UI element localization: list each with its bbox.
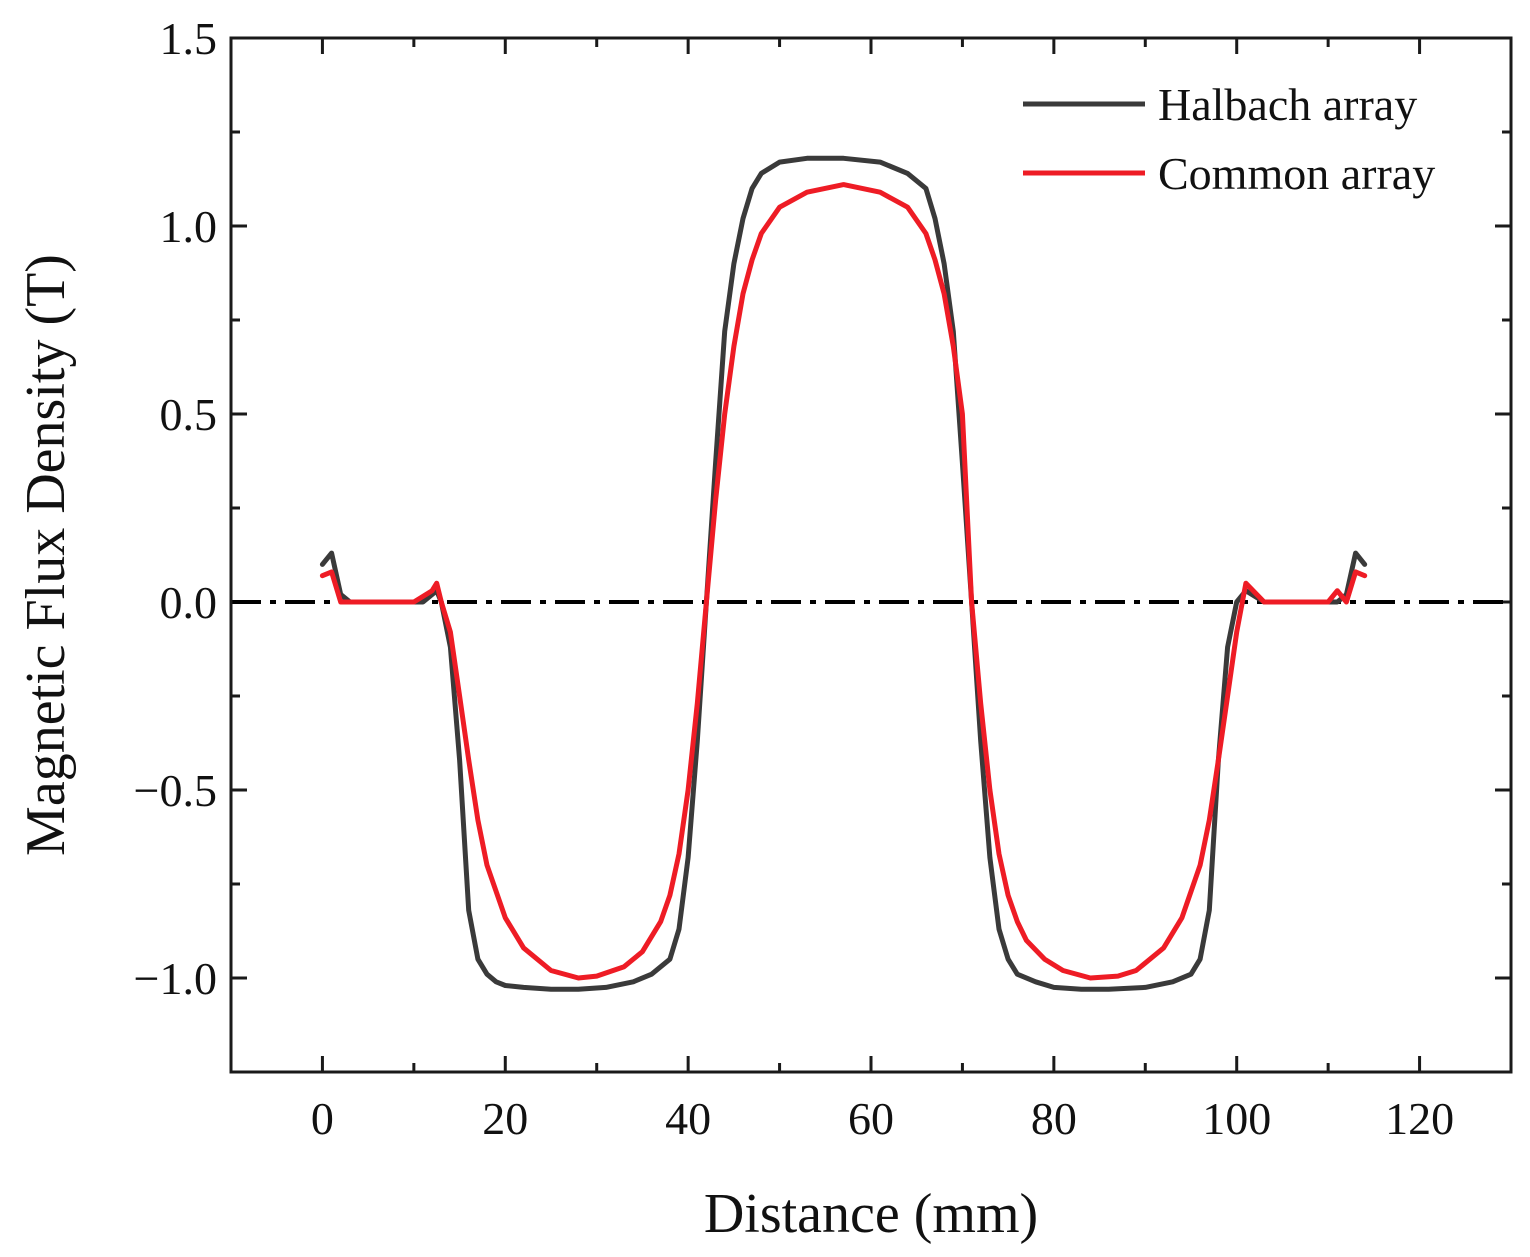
y-tick-label: −0.5 bbox=[134, 765, 217, 816]
x-tick-label: 20 bbox=[482, 1093, 528, 1144]
y-tick-label: 1.5 bbox=[160, 13, 218, 64]
series-layer bbox=[319, 155, 1368, 992]
legend: Halbach array Common array bbox=[1023, 79, 1435, 199]
plot-frame bbox=[229, 36, 1513, 1074]
axis-ticks bbox=[229, 36, 1513, 1074]
y-tick-label: 0.5 bbox=[160, 389, 218, 440]
x-tick-label: 80 bbox=[1031, 1093, 1077, 1144]
x-tick-label: 0 bbox=[311, 1093, 334, 1144]
y-tick-label: 0.0 bbox=[160, 577, 218, 628]
x-tick-label: 60 bbox=[848, 1093, 894, 1144]
series-line-halbach bbox=[319, 155, 1368, 992]
tick-labels: 0 20 40 60 80 100 120 1.5 1.0 0.5 0.0 −0.5 −1.0 bbox=[134, 13, 1455, 1144]
y-tick-label: 1.0 bbox=[160, 201, 218, 252]
x-axis-label: Distance (mm) bbox=[704, 1183, 1038, 1245]
legend-label-halbach: Halbach array bbox=[1158, 79, 1417, 130]
x-tick-label: 120 bbox=[1385, 1093, 1454, 1144]
series-line-common bbox=[319, 182, 1368, 981]
x-tick-label: 40 bbox=[665, 1093, 711, 1144]
legend-label-common: Common array bbox=[1158, 148, 1435, 199]
x-tick-label: 100 bbox=[1202, 1093, 1271, 1144]
y-tick-label: −1.0 bbox=[134, 953, 217, 1004]
y-axis-label: Magnetic Flux Density (T) bbox=[15, 254, 77, 856]
